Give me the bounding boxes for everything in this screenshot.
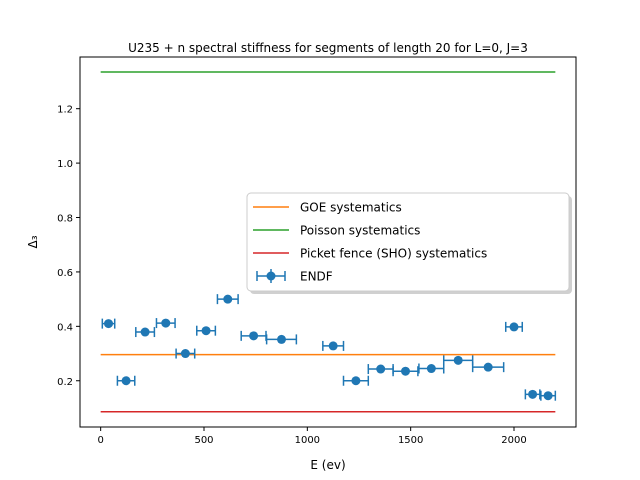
legend-box [246, 192, 570, 292]
marker [401, 366, 410, 376]
plot-frame [79, 56, 577, 428]
marker [104, 319, 114, 329]
marker [509, 322, 519, 332]
marker [121, 376, 131, 386]
data-point-4 [175, 348, 196, 359]
data-point-17 [524, 389, 541, 400]
legend-marker [266, 271, 276, 281]
marker [161, 318, 171, 328]
marker [201, 326, 211, 336]
marker [376, 364, 386, 374]
marker [351, 376, 361, 386]
chart-title: U235 + n spectral stiffness for segments… [128, 41, 528, 55]
data-point-12 [392, 366, 419, 377]
data-point-3 [155, 318, 176, 329]
data-point-10 [342, 375, 370, 386]
y-axis-label: Δ₃ [26, 235, 40, 248]
marker [223, 294, 233, 304]
data-point-16 [504, 321, 524, 332]
data-point-8 [265, 334, 298, 345]
data-point-14 [442, 355, 474, 366]
y-tick-label: 0.4 [57, 322, 73, 333]
marker [426, 364, 436, 374]
marker [140, 327, 150, 337]
data-point-15 [471, 362, 505, 373]
y-tick-label: 0.8 [57, 214, 73, 225]
legend-label-1: Poisson systematics [300, 224, 420, 238]
data-point-5 [196, 325, 217, 336]
data-point-6 [216, 294, 239, 305]
x-tick-label: 500 [194, 435, 213, 446]
legend-label-series-0: ENDF [300, 270, 333, 284]
marker [453, 355, 463, 365]
y-tick-label: 1.2 [57, 105, 73, 116]
marker [277, 334, 286, 344]
x-axis-label: E (ev) [310, 458, 345, 472]
x-tick-label: 1000 [295, 435, 320, 446]
legend-swatch-series-0 [256, 269, 286, 283]
data-point-2 [135, 327, 156, 338]
marker [328, 341, 338, 351]
plot-area [100, 71, 557, 413]
y-axis: 0.2 0.4 0.6 0.8 1.0 1.2 [57, 105, 80, 388]
data-point-18 [540, 390, 557, 401]
y-tick-label: 0.2 [57, 377, 73, 388]
marker [180, 349, 190, 359]
x-tick-label: 2000 [501, 435, 526, 446]
marker [543, 391, 553, 401]
marker [249, 331, 259, 341]
legend-label-2: Picket fence (SHO) systematics [300, 247, 487, 261]
data-point-9 [322, 340, 345, 351]
x-tick-label: 0 [97, 435, 103, 446]
x-tick-label: 1500 [398, 435, 423, 446]
marker [483, 362, 493, 372]
legend-label-0: GOE systematics [300, 201, 402, 215]
x-axis: 0 500 1000 1500 2000 [97, 427, 527, 446]
y-tick-label: 1.0 [57, 159, 73, 170]
y-tick-label: 0.6 [57, 268, 73, 279]
data-point-0 [101, 318, 116, 329]
data-point-1 [116, 375, 136, 386]
legend: GOE systematics Poisson systematics Picket… [246, 192, 572, 294]
marker [528, 389, 538, 399]
